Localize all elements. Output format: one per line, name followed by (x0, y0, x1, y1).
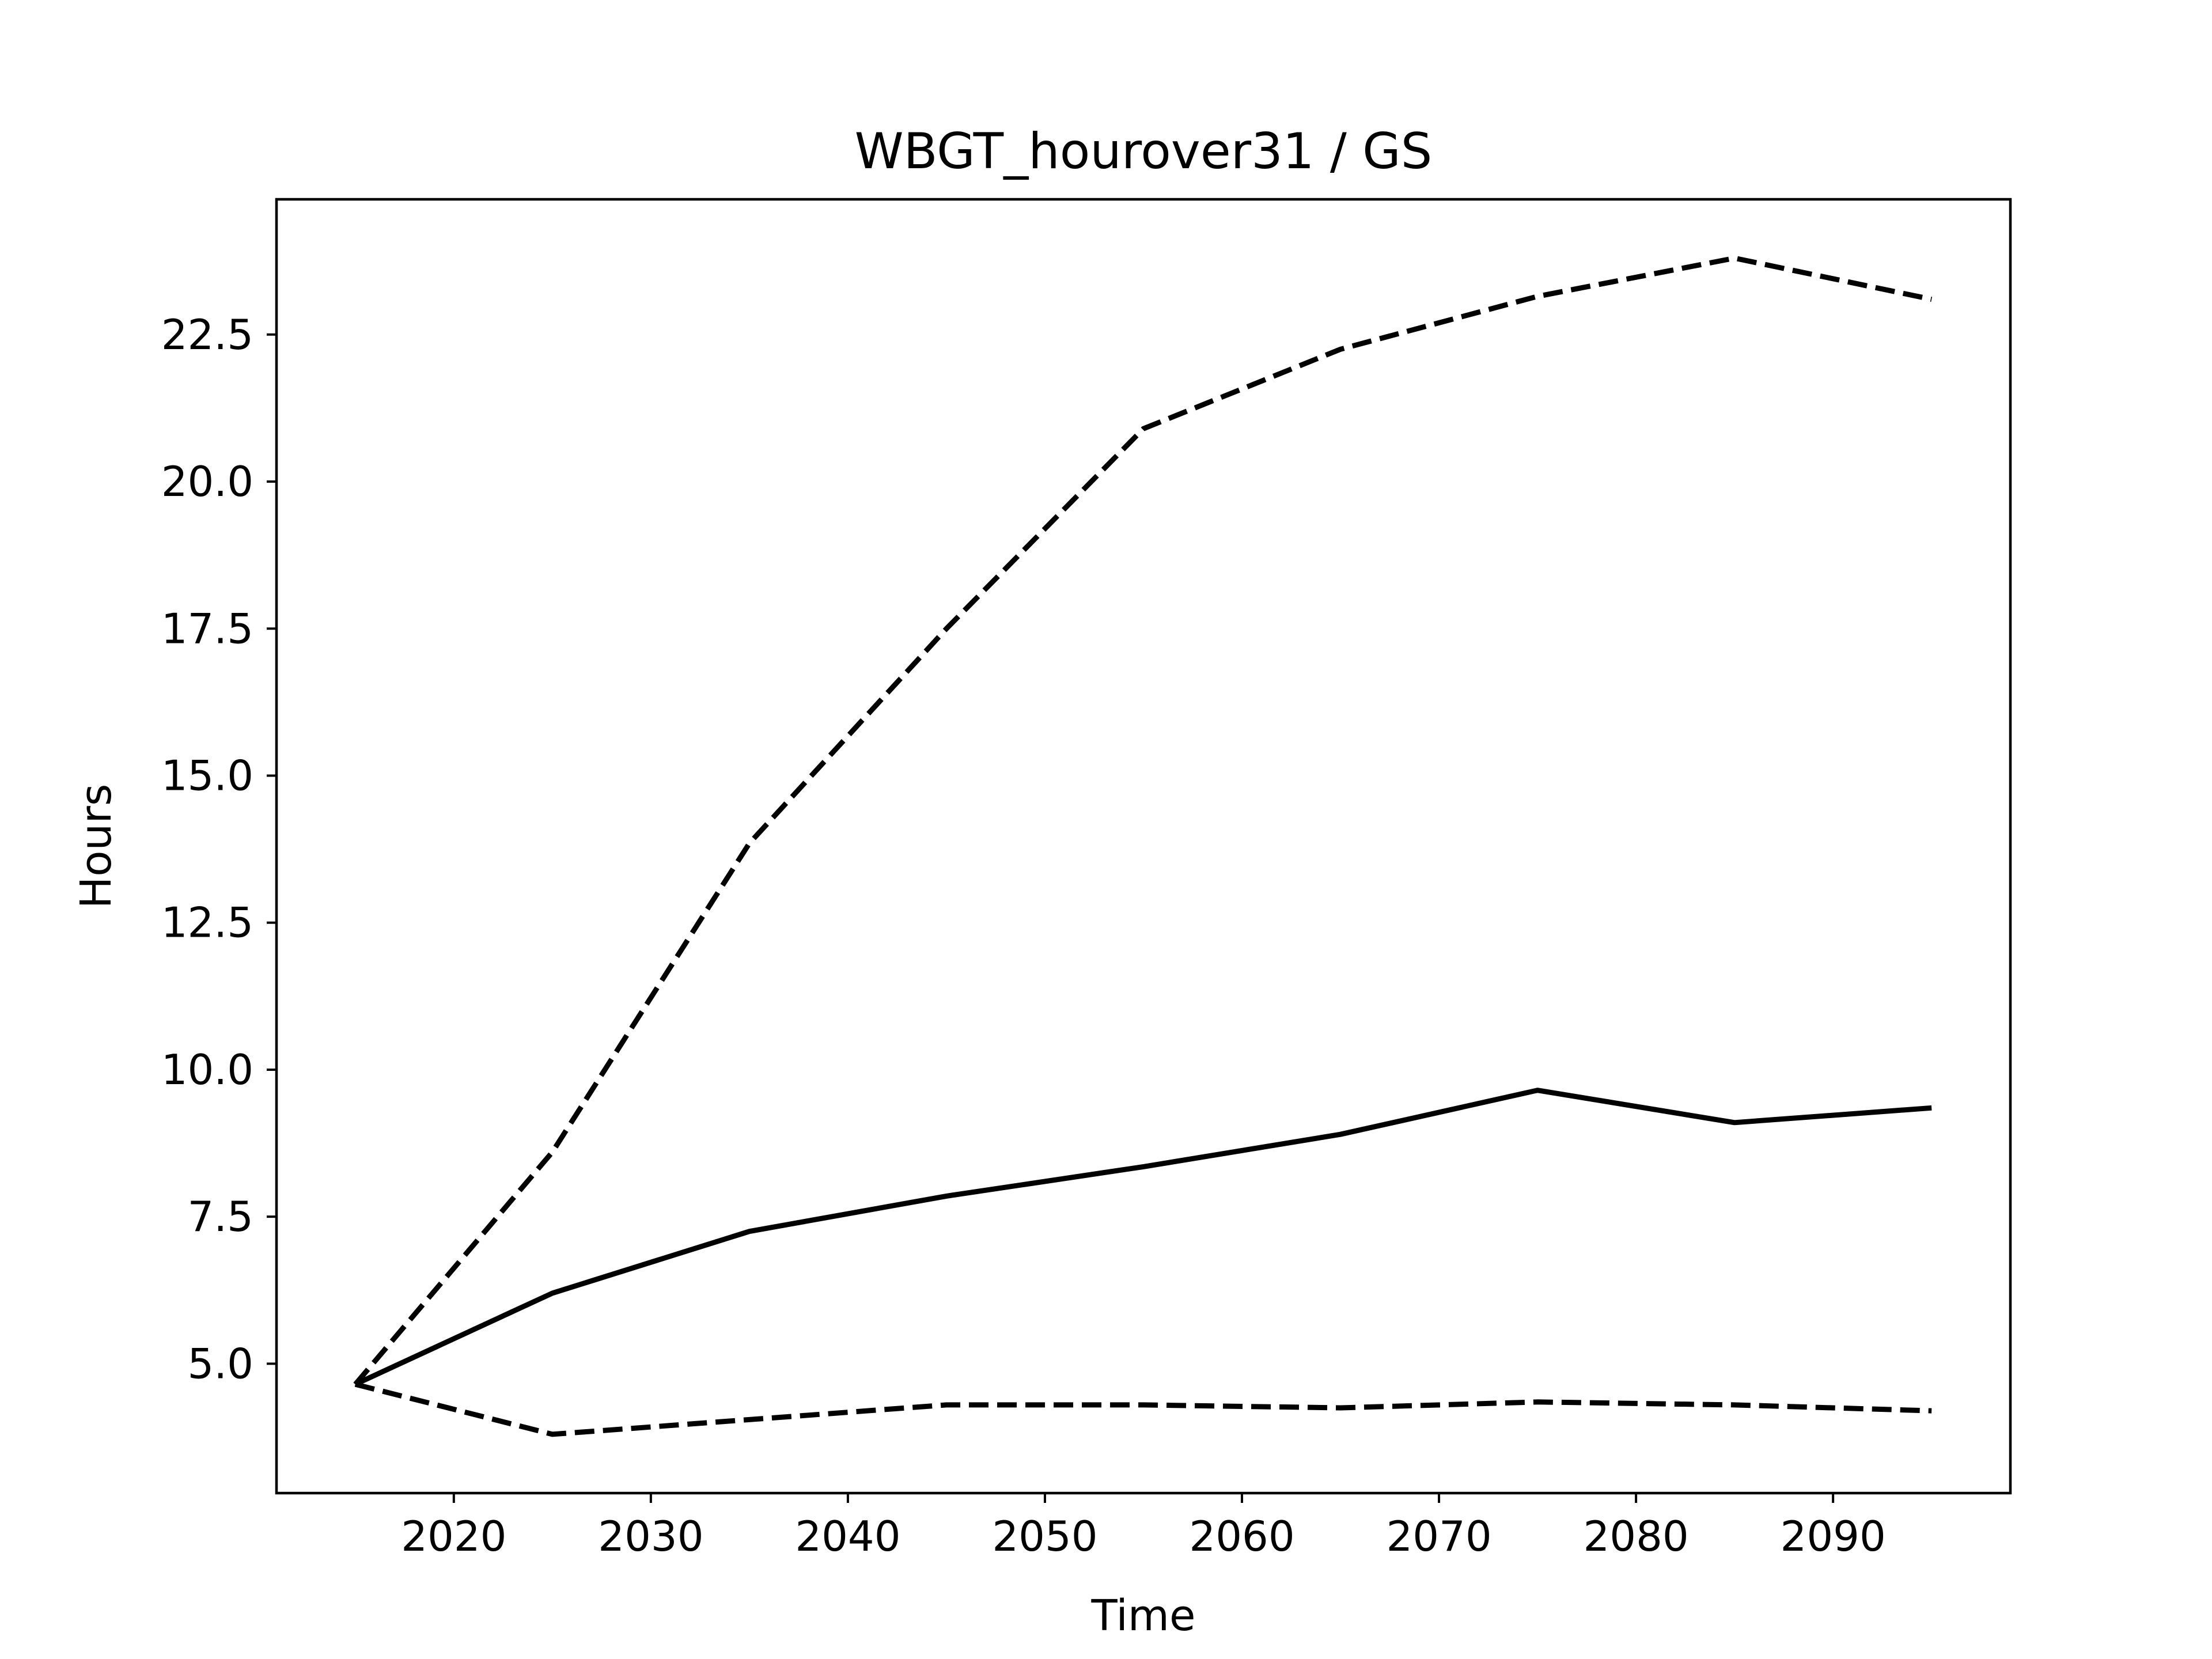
x-axis: 2020 2030 2040 2050 2060 2070 2080 2090 (401, 1493, 1886, 1560)
series-line-2 (354, 1088, 1932, 1387)
plot-frame (275, 198, 2012, 1495)
x-tick-label: 2040 (795, 1512, 900, 1560)
x-tick-label: 2020 (401, 1512, 506, 1560)
x-axis-label: Time (1090, 1591, 1195, 1641)
y-tick-label: 22.5 (161, 310, 253, 359)
y-tick-label: 7.5 (187, 1192, 253, 1241)
series-line-3 (354, 1381, 1932, 1437)
y-tick-label: 15.0 (161, 751, 253, 800)
y-tick-label: 10.0 (161, 1046, 253, 1094)
y-tick-label: 17.5 (161, 604, 253, 653)
y-axis-label: Hours (71, 784, 121, 909)
x-tick-label: 2060 (1189, 1512, 1294, 1560)
series-line-1 (353, 255, 1933, 1387)
x-tick-label: 2080 (1583, 1512, 1688, 1560)
x-tick-label: 2070 (1386, 1512, 1491, 1560)
y-tick-label: 12.5 (161, 899, 253, 947)
y-axis: 5.0 7.5 10.0 12.5 15.0 17.5 20.0 22.5 (161, 310, 276, 1388)
series-layer (353, 255, 1933, 1437)
x-tick-label: 2090 (1781, 1512, 1886, 1560)
x-tick-label: 2050 (992, 1512, 1097, 1560)
x-tick-label: 2030 (598, 1512, 703, 1560)
y-tick-label: 20.0 (161, 457, 253, 506)
y-tick-label: 5.0 (187, 1339, 253, 1388)
chart-title: WBGT_hourover31 / GS (855, 123, 1433, 180)
